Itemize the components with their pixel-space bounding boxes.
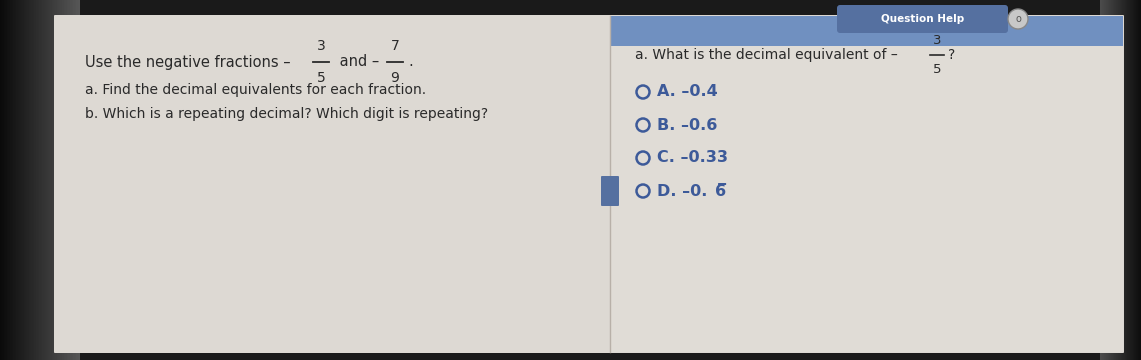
Text: 3: 3 bbox=[316, 39, 325, 53]
Text: a. Find the decimal equivalents for each fraction.: a. Find the decimal equivalents for each… bbox=[84, 83, 426, 97]
FancyBboxPatch shape bbox=[610, 16, 1123, 352]
Text: and –: and – bbox=[335, 54, 379, 69]
Text: a. What is the decimal equivalent of –: a. What is the decimal equivalent of – bbox=[636, 48, 898, 62]
Text: Use the negative fractions –: Use the negative fractions – bbox=[84, 54, 291, 69]
Text: C. –0.33: C. –0.33 bbox=[657, 150, 728, 166]
FancyBboxPatch shape bbox=[601, 176, 620, 206]
Text: o: o bbox=[1015, 14, 1021, 24]
Text: 6̅: 6̅ bbox=[715, 184, 726, 198]
Text: .: . bbox=[408, 54, 413, 69]
Text: 5: 5 bbox=[932, 63, 941, 76]
Text: 7: 7 bbox=[390, 39, 399, 53]
Text: A. –0.4: A. –0.4 bbox=[657, 85, 718, 99]
Text: Question Help: Question Help bbox=[881, 14, 964, 24]
FancyBboxPatch shape bbox=[837, 5, 1008, 33]
Text: ?: ? bbox=[948, 48, 955, 62]
FancyBboxPatch shape bbox=[610, 16, 1123, 46]
Text: B. –0.6: B. –0.6 bbox=[657, 117, 718, 132]
Text: D. –0.: D. –0. bbox=[657, 184, 707, 198]
Circle shape bbox=[1008, 9, 1028, 29]
Text: 9: 9 bbox=[390, 71, 399, 85]
Text: 5: 5 bbox=[316, 71, 325, 85]
Text: b. Which is a repeating decimal? Which digit is repeating?: b. Which is a repeating decimal? Which d… bbox=[84, 107, 488, 121]
Text: 3: 3 bbox=[932, 34, 941, 47]
FancyBboxPatch shape bbox=[54, 15, 1124, 353]
